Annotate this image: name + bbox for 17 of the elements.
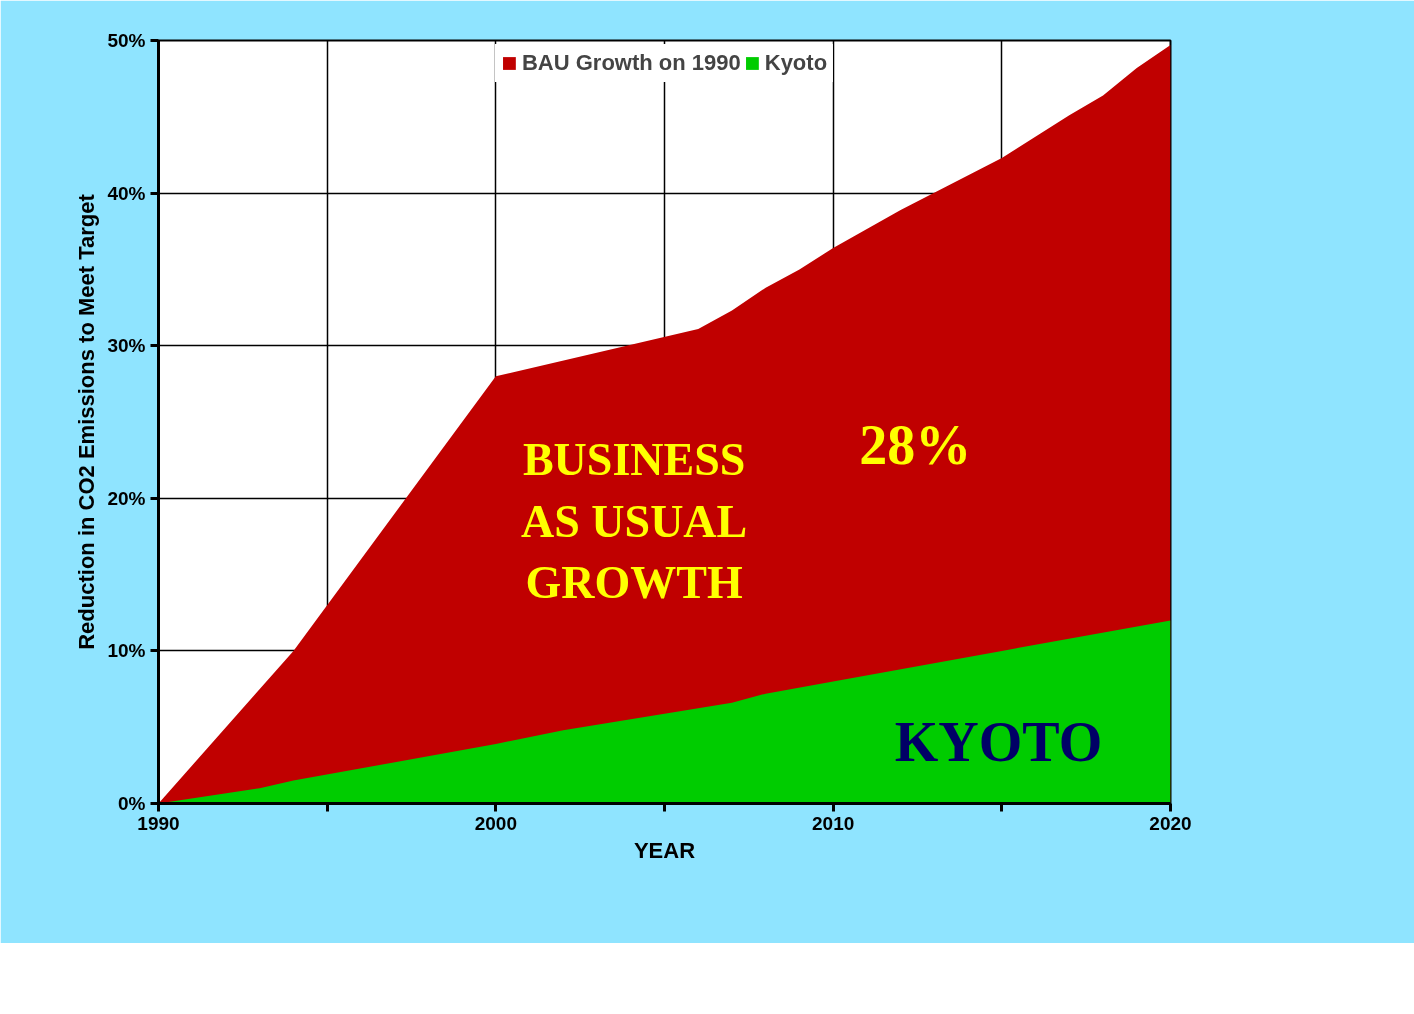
y-tick-label: 30% — [107, 335, 146, 357]
x-tick-label: 2010 — [812, 812, 855, 834]
y-tick-label: 40% — [107, 182, 146, 204]
annotation: 28% — [859, 414, 972, 477]
annotation: BUSINESS AS USUAL GROWTH — [521, 434, 748, 608]
legend-label: Kyoto — [764, 50, 828, 76]
y-tick-label: 50% — [107, 30, 146, 51]
x-tick-label: 1990 — [137, 812, 180, 834]
y-axis-title: Reduction in CO2 Emissions to Meet Target — [74, 193, 100, 650]
y-tick-label: 20% — [107, 487, 146, 509]
x-tick-label: 2000 — [474, 812, 517, 834]
annotation: KYOTO — [894, 711, 1103, 774]
y-tick-label: 10% — [107, 640, 146, 662]
legend-label: BAU Growth on 1990 — [521, 50, 741, 76]
x-axis-title: YEAR — [633, 837, 696, 863]
x-tick-label: 2020 — [1149, 812, 1192, 834]
y-tick-label: 0% — [118, 793, 146, 814]
